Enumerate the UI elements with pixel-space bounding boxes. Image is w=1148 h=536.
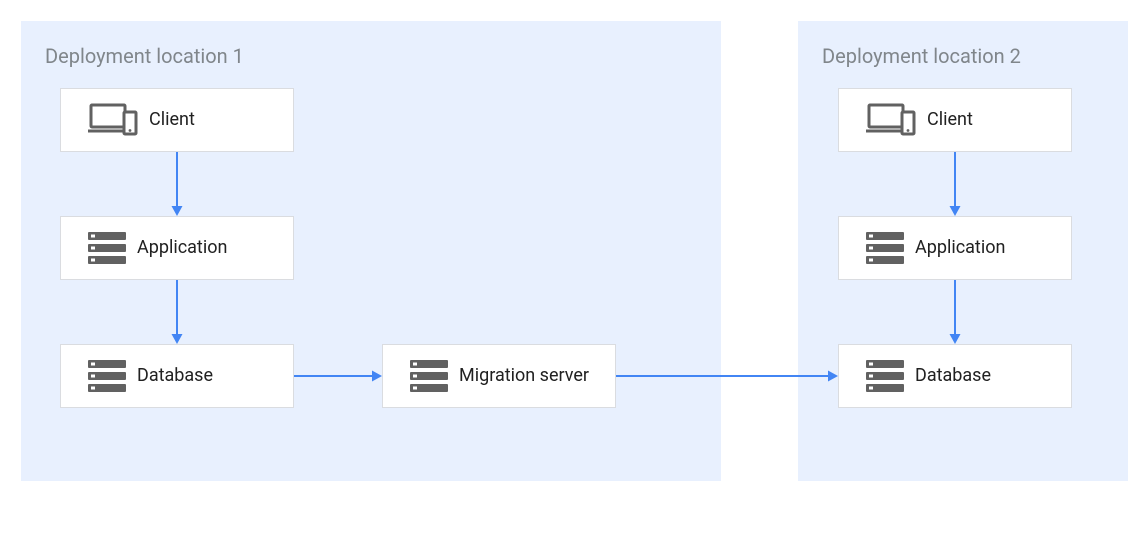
server-icon [77,232,137,264]
node-label-client1: Client [149,109,293,131]
node-db2: Database [838,344,1072,408]
node-app1: Application [60,216,294,280]
devices-icon [855,102,927,138]
node-client1: Client [60,88,294,152]
devices-icon [77,102,149,138]
node-app2: Application [838,216,1072,280]
node-db1: Database [60,344,294,408]
node-label-app1: Application [137,237,293,259]
node-client2: Client [838,88,1072,152]
node-migration: Migration server [382,344,616,408]
server-icon [77,360,137,392]
region-title-loc1: Deployment location 1 [45,44,244,68]
architecture-diagram: Deployment location 1 Deployment location… [0,0,1148,536]
node-label-client2: Client [927,109,1071,131]
server-icon [855,232,915,264]
node-label-app2: Application [915,237,1071,259]
region-title-loc2: Deployment location 2 [822,44,1021,68]
node-label-migration: Migration server [459,365,615,387]
node-label-db1: Database [137,365,293,387]
node-label-db2: Database [915,365,1071,387]
server-icon [855,360,915,392]
server-icon [399,360,459,392]
